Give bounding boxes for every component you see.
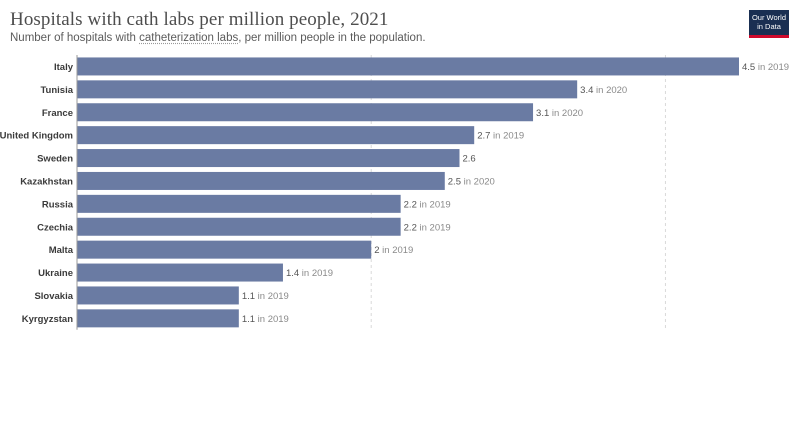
value-label-malta: 2 in 2019 xyxy=(374,245,413,256)
owid-logo[interactable]: Our World in Data xyxy=(749,10,789,38)
logo-accent-bar xyxy=(749,35,789,38)
chart-title: Hospitals with cath labs per million peo… xyxy=(10,9,389,30)
value-label-ukraine: 1.4 in 2019 xyxy=(286,268,333,279)
category-label-italy: Italy xyxy=(54,62,74,73)
category-label-kyrgyzstan: Kyrgyzstan xyxy=(22,314,73,325)
value-label-tunisia: 3.4 in 2020 xyxy=(580,85,627,96)
bar-tunisia[interactable] xyxy=(77,80,578,99)
value-label-united-kingdom: 2.7 in 2019 xyxy=(477,131,524,142)
value-label-slovakia: 1.1 in 2019 xyxy=(242,291,289,302)
bar-russia[interactable] xyxy=(77,194,401,213)
category-label-slovakia: Slovakia xyxy=(34,291,73,302)
value-label-italy: 4.5 in 2019 xyxy=(742,62,789,73)
category-label-kazakhstan: Kazakhstan xyxy=(20,176,73,187)
value-label-kazakhstan: 2.5 in 2020 xyxy=(448,176,495,187)
chart-subtitle: Number of hospitals with catheterization… xyxy=(10,32,426,44)
category-label-russia: Russia xyxy=(42,199,74,210)
logo-line-1: Our World xyxy=(751,13,787,22)
category-label-sweden: Sweden xyxy=(37,154,73,165)
category-label-malta: Malta xyxy=(49,245,74,256)
bar-malta[interactable] xyxy=(77,240,372,259)
subtitle-text-start: Number of hospitals with xyxy=(10,32,140,44)
bar-france[interactable] xyxy=(77,103,534,122)
bar-czechia[interactable] xyxy=(77,217,401,236)
bar-ukraine[interactable] xyxy=(77,263,283,282)
category-label-tunisia: Tunisia xyxy=(40,85,73,96)
bar-kazakhstan[interactable] xyxy=(77,171,445,190)
bar-kyrgyzstan[interactable] xyxy=(77,309,239,328)
category-label-czechia: Czechia xyxy=(37,222,74,233)
value-label-czechia: 2.2 in 2019 xyxy=(404,222,451,233)
bar-sweden[interactable] xyxy=(77,149,460,168)
value-label-sweden: 2.6 xyxy=(462,154,475,165)
bar-italy[interactable] xyxy=(77,57,739,76)
value-label-russia: 2.2 in 2019 xyxy=(404,199,451,210)
value-label-kyrgyzstan: 1.1 in 2019 xyxy=(242,314,289,325)
category-label-france: France xyxy=(42,108,73,119)
category-label-united-kingdom: United Kingdom xyxy=(0,131,73,142)
subtitle-text-end: , per million people in the population. xyxy=(238,32,426,44)
logo-line-2: in Data xyxy=(757,22,781,31)
catheterization-labs-link[interactable]: catheterization labs xyxy=(139,32,239,44)
value-label-france: 3.1 in 2020 xyxy=(536,108,583,119)
bar-united-kingdom[interactable] xyxy=(77,126,475,145)
bar-slovakia[interactable] xyxy=(77,286,239,305)
category-label-ukraine: Ukraine xyxy=(38,268,73,279)
